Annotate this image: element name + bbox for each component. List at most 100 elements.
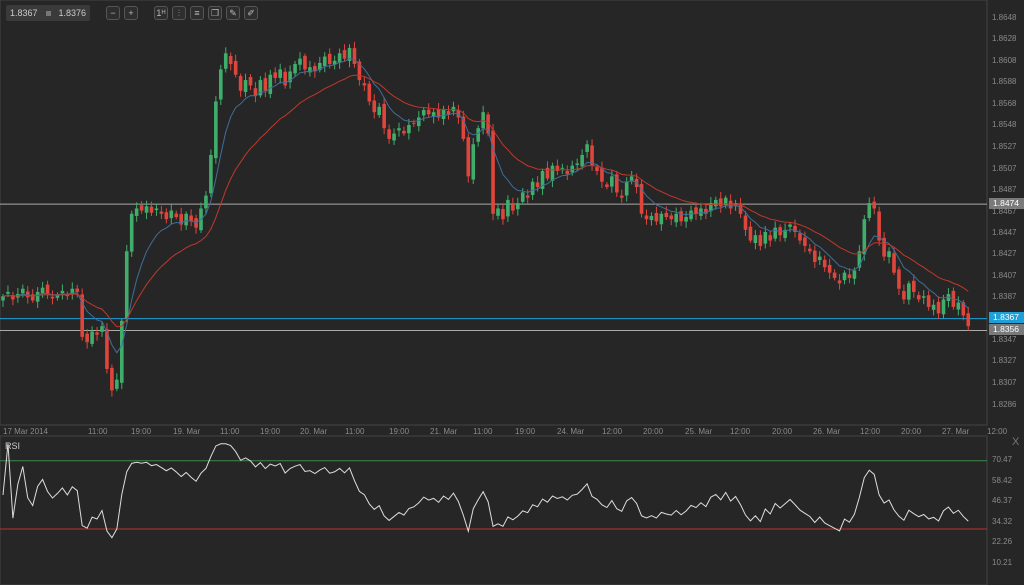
candle-body xyxy=(21,288,25,294)
candle-body xyxy=(476,128,480,142)
candle-body xyxy=(417,117,421,127)
candle-body xyxy=(516,203,520,210)
rsi-close-button[interactable]: X xyxy=(1012,436,1020,448)
candle-body xyxy=(318,62,322,71)
candle-body xyxy=(288,71,292,83)
candle-body xyxy=(639,183,644,214)
candle-body xyxy=(857,251,862,268)
time-tick-label: 20:00 xyxy=(772,427,793,436)
candle-body xyxy=(174,213,179,218)
candle-body xyxy=(565,170,570,175)
candle-body xyxy=(842,272,847,281)
candle-body xyxy=(684,217,688,222)
time-tick-label: 21. Mar xyxy=(430,427,458,436)
candle-body xyxy=(75,288,80,292)
candle-body xyxy=(303,55,307,70)
candle-body xyxy=(308,67,312,73)
candle-body xyxy=(867,203,872,218)
quote-box: 1.8367 1.8376 xyxy=(6,5,90,21)
candle-body xyxy=(402,130,406,134)
spread-icon xyxy=(45,10,51,16)
candle-body xyxy=(575,163,579,165)
candle-body xyxy=(40,287,45,294)
candle-body xyxy=(278,69,282,78)
candle-body xyxy=(862,219,867,255)
price-tick-label: 1.8407 xyxy=(992,270,1017,280)
candle-body xyxy=(179,214,183,225)
candle-body xyxy=(872,201,876,209)
candle-body xyxy=(936,301,941,314)
ema-fast-line xyxy=(2,57,969,354)
time-tick-label: 12:00 xyxy=(860,427,881,436)
candle-body xyxy=(377,106,381,116)
candle-body xyxy=(793,225,797,232)
candle-body xyxy=(758,235,763,246)
price-tick-label: 1.8447 xyxy=(992,228,1017,238)
candle-body xyxy=(357,61,362,81)
candle-body xyxy=(293,64,297,74)
candle-body xyxy=(659,213,664,225)
current-price-tag: 1.8367 xyxy=(989,312,1024,323)
candle-body xyxy=(233,60,238,75)
candle-body xyxy=(466,137,471,177)
templates-icon[interactable]: ❐ xyxy=(208,6,222,20)
candle-body xyxy=(337,53,342,63)
candle-body xyxy=(808,248,812,252)
candle-body xyxy=(961,302,966,316)
timeframe-label: 1 xyxy=(156,8,162,18)
candle-body xyxy=(50,296,55,299)
candle-body xyxy=(154,208,159,211)
rsi-tick-label: 58.42 xyxy=(992,475,1013,485)
candle-body xyxy=(570,165,575,173)
candle-body xyxy=(941,299,946,315)
candle-body xyxy=(134,208,139,216)
candle-body xyxy=(817,256,822,261)
candle-body xyxy=(773,227,777,239)
candle-body xyxy=(327,53,332,65)
level-tag-high: 1.8474 xyxy=(989,198,1024,209)
time-tick-label: 19:00 xyxy=(131,427,152,436)
zoom-in-icon[interactable]: + xyxy=(124,6,138,20)
candle-body xyxy=(679,211,683,222)
candle-body xyxy=(263,78,268,91)
candle-body xyxy=(916,295,921,300)
rsi-pane-border xyxy=(0,435,988,585)
indicators-icon[interactable]: ≡ xyxy=(190,6,204,20)
candle-body xyxy=(332,60,337,65)
rsi-tick-label: 10.21 xyxy=(992,557,1013,567)
candle-body xyxy=(209,154,213,194)
candle-body xyxy=(723,197,728,206)
candle-body xyxy=(832,272,837,279)
candle-body xyxy=(813,250,817,262)
draw-icon[interactable]: ✐ xyxy=(244,6,258,20)
candle-body xyxy=(248,77,253,86)
candle-body xyxy=(555,165,560,172)
time-tick-label: 12:00 xyxy=(602,427,623,436)
candle-body xyxy=(718,198,723,207)
candle-body xyxy=(100,326,104,332)
candle-body xyxy=(258,80,263,96)
candle-body xyxy=(768,235,773,241)
price-tick-label: 1.8387 xyxy=(992,292,1017,302)
time-tick-label: 26. Mar xyxy=(813,427,841,436)
price-tick-label: 1.8327 xyxy=(992,356,1017,366)
price-tick-label: 1.8347 xyxy=(992,335,1017,345)
candle-body xyxy=(902,290,906,300)
candle-body xyxy=(921,296,926,298)
candle-body xyxy=(387,129,391,139)
candle-body xyxy=(60,290,65,294)
time-tick-label: 19:00 xyxy=(260,427,281,436)
candle-body xyxy=(877,211,881,241)
zoom-out-icon[interactable]: − xyxy=(106,6,120,20)
candle-body xyxy=(219,69,223,100)
candle-body xyxy=(35,291,40,302)
rsi-tick-label: 34.32 xyxy=(992,516,1013,526)
candle-body xyxy=(124,251,129,319)
time-tick-label: 19:00 xyxy=(389,427,410,436)
edit-icon[interactable]: ✎ xyxy=(226,6,240,20)
candle-body xyxy=(926,295,931,307)
chart-type-icon[interactable]: ⫶ xyxy=(172,6,186,20)
price-tick-label: 1.8568 xyxy=(992,98,1017,108)
